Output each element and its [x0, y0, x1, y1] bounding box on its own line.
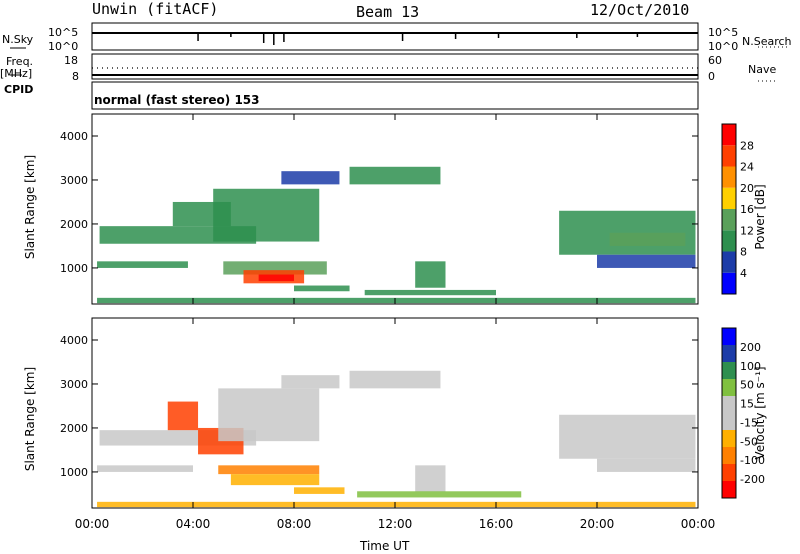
- cpid-label: CPID: [4, 83, 34, 96]
- nsky-label: N.Sky: [2, 33, 34, 46]
- velocity-colorbar-cell: [722, 413, 736, 430]
- colorbar-tick-label: 15: [740, 398, 754, 411]
- velocity-echo-region: [597, 458, 696, 472]
- ytick-label: 1000: [60, 262, 88, 275]
- power-echo-region: [258, 274, 294, 282]
- velocity-echo-region: [415, 465, 446, 492]
- power-colorbar-cell: [722, 230, 736, 252]
- velocity-colorbar-cell: [722, 430, 736, 447]
- colorbar-tick-label: 200: [740, 341, 761, 354]
- velocity-echo-region: [218, 465, 320, 475]
- nave-label: Nave: [748, 63, 777, 76]
- velocity-echo-region: [167, 401, 199, 431]
- freq-panel-frame: [91, 53, 699, 80]
- freq-tick-bottom: 8: [72, 70, 79, 83]
- nsearch-label: N.Search: [742, 35, 792, 48]
- power-colorbar-cell: [722, 145, 736, 167]
- beam-title: Beam 13: [356, 3, 420, 21]
- xlabel: Time UT: [360, 539, 410, 553]
- xtick-label: 00:00: [75, 517, 110, 531]
- nsearch-tick-top: 10^5: [708, 26, 739, 39]
- colorbar-tick-label: 16: [740, 203, 754, 216]
- power-colorbar-cell: [722, 166, 736, 188]
- ytick-label: 2000: [60, 218, 88, 231]
- velocity-colorbar-frame: [721, 327, 737, 499]
- xtick-label: 20:00: [580, 517, 615, 531]
- nsky-tick-bottom: 10^0: [48, 40, 79, 53]
- colorbar-tick-label: 24: [740, 161, 754, 174]
- xtick-label: 16:00: [479, 517, 514, 531]
- power-echo-region: [97, 297, 696, 304]
- ytick-label: 2000: [60, 422, 88, 435]
- power-colorbar-cell: [722, 124, 736, 146]
- velocity-echo-region: [230, 474, 320, 486]
- power-echo-region: [294, 285, 350, 292]
- ytick-label: 1000: [60, 466, 88, 479]
- velocity-echo-region: [97, 501, 696, 508]
- freq-label: Freq.: [6, 55, 34, 68]
- nsearch-tick-bottom: 10^0: [708, 40, 739, 53]
- velocity-colorbar-cell: [722, 481, 736, 498]
- xtick-label: 00:00: [681, 517, 716, 531]
- power-colorbar-cell: [722, 251, 736, 273]
- velocity-colorbar-cell: [722, 464, 736, 481]
- power-echo-region: [213, 188, 320, 242]
- velocity-colorbar-cell: [722, 362, 736, 379]
- colorbar-tick-label: 20: [740, 182, 754, 195]
- nave-tick-bottom: 0: [708, 70, 715, 83]
- power-echo-region: [349, 166, 441, 185]
- cpid-panel-frame: [91, 81, 699, 110]
- velocity-colorbar-cell: [722, 379, 736, 396]
- colorbar-tick-label: 50: [740, 379, 754, 392]
- velocity-colorbar-cell: [722, 447, 736, 464]
- date-title: 12/Oct/2010: [590, 1, 690, 19]
- power-echo-region: [415, 261, 446, 288]
- station-title: Unwin (fitACF): [92, 0, 219, 18]
- velocity-colorbar-cell: [722, 396, 736, 413]
- power-echo-region: [281, 171, 340, 185]
- ytick-label: 3000: [60, 174, 88, 187]
- nsky-tick-top: 10^5: [48, 26, 79, 39]
- velocity-echo-region: [97, 465, 193, 472]
- nsky-panel-frame: [91, 22, 699, 51]
- velocity-echo-region: [357, 491, 522, 498]
- power-colorbar-cell: [722, 209, 736, 231]
- power-echo-region: [597, 254, 696, 268]
- power-echo-region: [364, 289, 496, 296]
- power-echo-region: [609, 232, 686, 246]
- power-colorbar-cell: [722, 272, 736, 294]
- ytick-label: 4000: [60, 334, 88, 347]
- colorbar-tick-label: -200: [740, 473, 765, 486]
- colorbar-tick-label: -50: [740, 435, 758, 448]
- xtick-label: 08:00: [277, 517, 312, 531]
- velocity-echo-region: [294, 487, 345, 494]
- colorbar-tick-label: 12: [740, 224, 754, 237]
- freq-tick-top: 18: [64, 54, 78, 67]
- power-colorbar-frame: [721, 123, 737, 295]
- velocity-colorbar-cell: [722, 345, 736, 362]
- power-echo-region: [97, 261, 188, 268]
- colorbar-tick-label: 28: [740, 139, 754, 152]
- freq-unit: [MHz]: [0, 67, 33, 80]
- velocity-echo-region: [218, 388, 320, 442]
- colorbar-tick-label: 8: [740, 246, 747, 259]
- velocity-echo-region: [349, 370, 441, 389]
- colorbar-tick-label: -15: [740, 416, 758, 429]
- velocity-echo-region: [559, 414, 696, 459]
- xtick-label: 12:00: [378, 517, 413, 531]
- colorbar-tick-label: 4: [740, 267, 747, 280]
- ytick-label: 3000: [60, 378, 88, 391]
- velocity-echo-region: [281, 375, 340, 389]
- ytick-label: 4000: [60, 130, 88, 143]
- nave-tick-top: 60: [708, 54, 722, 67]
- colorbar-tick-label: 100: [740, 360, 761, 373]
- power-colorbar-cell: [722, 187, 736, 209]
- colorbar-tick-label: -100: [740, 454, 765, 467]
- velocity-colorbar-cell: [722, 328, 736, 345]
- cpid-text: normal (fast stereo) 153: [94, 93, 260, 107]
- xtick-label: 04:00: [176, 517, 211, 531]
